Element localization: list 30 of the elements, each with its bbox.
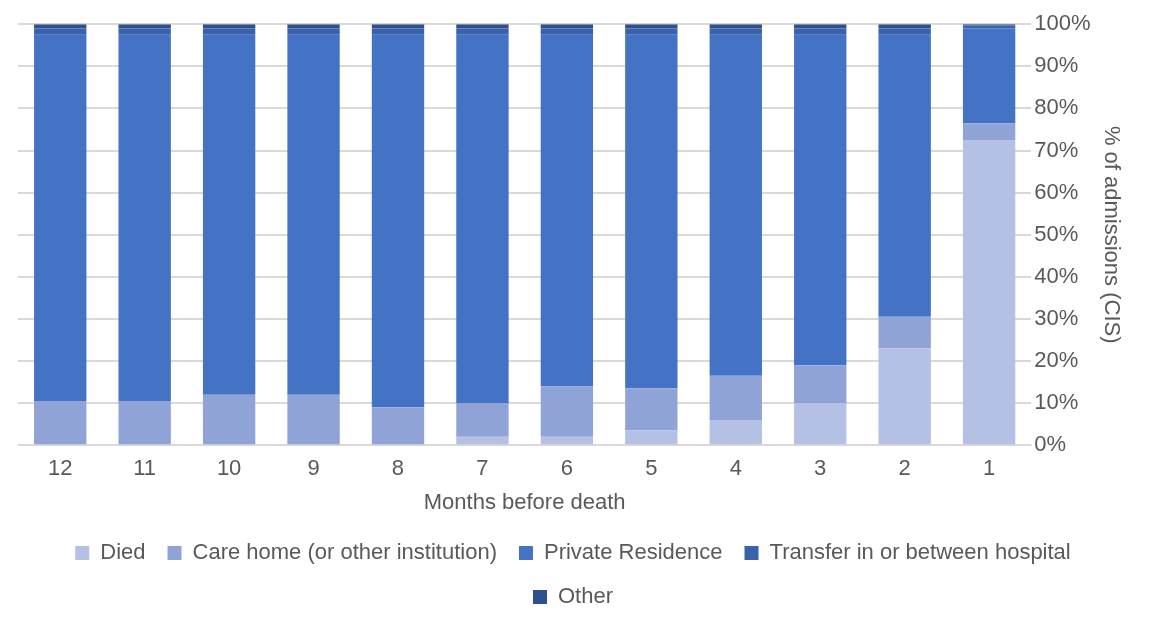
- x-tick-label: 3: [814, 455, 827, 481]
- x-tick-label: 1: [982, 455, 996, 481]
- legend-label: Private Residence: [543, 539, 723, 565]
- y-tick-label: 30%: [1034, 304, 1079, 330]
- y-tick-label: 80%: [1034, 94, 1079, 120]
- y-tick-label: 60%: [1034, 178, 1079, 204]
- y-tick-label: 0%: [1034, 431, 1067, 457]
- x-tick-label: 6: [560, 455, 574, 481]
- y-tick-label: 20%: [1034, 347, 1079, 373]
- y-tick-label: 90%: [1034, 52, 1079, 78]
- legend-label: Other: [557, 583, 614, 609]
- x-tick-label: 11: [133, 455, 157, 481]
- legend-label: Care home (or other institution): [192, 539, 497, 565]
- y-tick-label: 70%: [1034, 136, 1079, 162]
- x-tick-label: 4: [729, 455, 742, 481]
- y-tick-label: 50%: [1034, 220, 1079, 246]
- legend-label: Transfer in or between hospital: [769, 539, 1071, 565]
- x-tick-label: 8: [391, 455, 405, 481]
- y-tick-label: 10%: [1034, 389, 1079, 415]
- x-tick-label: 12: [47, 455, 73, 481]
- x-tick-label: 7: [476, 455, 489, 481]
- legend-label: Died: [100, 539, 146, 565]
- x-axis-title: Months before death: [423, 488, 626, 514]
- x-tick-label: 2: [898, 455, 911, 481]
- x-tick-label: 10: [216, 455, 242, 481]
- x-tick-label: 9: [307, 455, 320, 481]
- y-tick-label: 100%: [1034, 10, 1091, 36]
- y-tick-label: 40%: [1034, 262, 1079, 288]
- x-tick-label: 5: [645, 455, 658, 481]
- y-axis-title: % of admissions (CIS): [1099, 125, 1125, 344]
